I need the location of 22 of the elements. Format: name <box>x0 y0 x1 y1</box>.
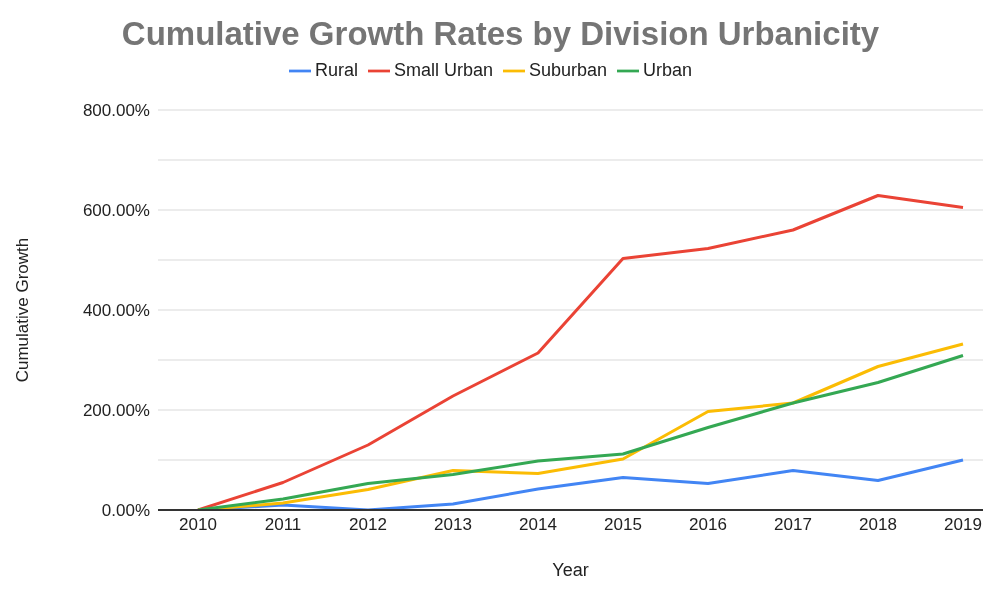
legend-label: Rural <box>314 60 358 80</box>
x-tick-label: 2015 <box>604 515 642 535</box>
x-tick-label: 2016 <box>689 515 727 535</box>
y-tick-label: 800.00% <box>82 101 150 121</box>
y-tick-label: 400.00% <box>82 301 150 321</box>
x-tick-label: 2012 <box>349 515 387 535</box>
y-tick-label: 200.00% <box>82 401 150 421</box>
chart-title: Cumulative Growth Rates by Division Urbanicity <box>120 14 881 54</box>
x-axis-title: Year <box>552 560 589 580</box>
x-tick-label: 2018 <box>859 515 897 535</box>
x-tick-label: 2013 <box>434 515 472 535</box>
y-tick-label: 0.00% <box>101 501 150 521</box>
x-tick-label: 2019 <box>944 515 982 535</box>
x-tick-label: 2014 <box>519 515 557 535</box>
x-tick-label: 2017 <box>774 515 812 535</box>
legend-label: Small Urban <box>393 60 493 80</box>
y-axis-title: Cumulative Growth <box>13 237 33 383</box>
x-tick-label: 2010 <box>179 515 217 535</box>
legend-label: Urban <box>643 60 693 80</box>
x-tick-label: 2011 <box>264 515 302 535</box>
y-tick-label: 600.00% <box>82 201 150 221</box>
legend-label: Suburban <box>528 60 608 80</box>
